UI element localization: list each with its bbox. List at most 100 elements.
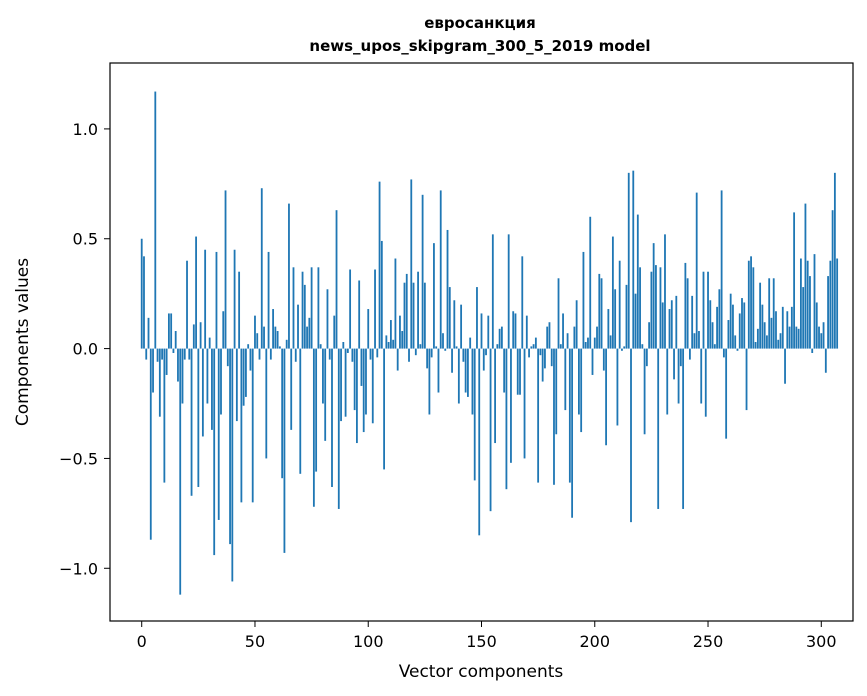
- bar-221: [641, 344, 644, 349]
- bar-274: [761, 304, 764, 349]
- y-tick-label: 0.0: [73, 340, 98, 359]
- bar-98: [362, 348, 365, 433]
- bar-239: [682, 348, 685, 509]
- bar-205: [605, 348, 607, 446]
- bar-13: [170, 313, 173, 349]
- bar-270: [752, 267, 755, 349]
- bar-170: [525, 315, 528, 349]
- bar-260: [729, 293, 732, 349]
- bar-199: [591, 348, 594, 375]
- bar-75: [310, 267, 313, 349]
- bar-155: [491, 234, 494, 349]
- bar-127: [428, 348, 431, 415]
- bar-307: [836, 258, 839, 349]
- bar-68: [294, 348, 297, 362]
- bar-135: [446, 229, 449, 349]
- bar-262: [734, 335, 737, 349]
- bar-289: [795, 326, 798, 349]
- bar-121: [414, 348, 417, 356]
- bar-9: [161, 348, 164, 360]
- bar-30: [208, 337, 211, 349]
- bar-133: [442, 333, 444, 349]
- bar-16: [177, 348, 179, 382]
- bar-306: [833, 172, 836, 349]
- bar-255: [718, 289, 721, 349]
- bar-295: [809, 276, 811, 349]
- bar-178: [544, 348, 546, 369]
- bar-103: [374, 269, 376, 349]
- bar-20: [186, 260, 188, 349]
- bar-259: [727, 320, 730, 349]
- bar-219: [636, 214, 639, 349]
- bar-287: [790, 306, 793, 349]
- bar-298: [815, 302, 818, 349]
- bar-74: [308, 317, 311, 349]
- bar-129: [433, 243, 435, 349]
- bar-110: [389, 320, 392, 349]
- bar-14: [172, 348, 175, 353]
- bar-256: [720, 190, 723, 349]
- bar-209: [614, 289, 617, 349]
- bar-77: [315, 348, 318, 472]
- bar-177: [541, 348, 544, 382]
- bar-29: [206, 348, 209, 404]
- bar-172: [530, 346, 533, 349]
- bar-189: [568, 348, 571, 483]
- bar-237: [677, 348, 680, 404]
- bar-247: [700, 348, 703, 404]
- bar-236: [675, 295, 678, 349]
- bar-26: [199, 322, 202, 349]
- bar-62: [281, 348, 284, 479]
- bar-266: [743, 302, 746, 349]
- bar-23: [192, 324, 195, 349]
- bar-92: [349, 269, 352, 349]
- bar-220: [639, 267, 641, 349]
- bar-156: [494, 348, 496, 444]
- bar-128: [430, 348, 433, 358]
- bar-41: [233, 249, 236, 349]
- bar-32: [213, 348, 216, 556]
- bar-213: [623, 346, 626, 349]
- bar-264: [738, 313, 741, 349]
- bar-263: [736, 348, 739, 351]
- bar-283: [781, 306, 784, 349]
- bar-45: [242, 348, 245, 406]
- bar-21: [188, 348, 191, 360]
- bar-51: [256, 333, 259, 349]
- chart-title-line-2: news_upos_skipgram_300_5_2019 model: [309, 37, 650, 55]
- bar-204: [602, 348, 605, 371]
- bar-181: [550, 348, 553, 367]
- bar-49: [251, 348, 254, 503]
- bar-211: [618, 260, 621, 349]
- bar-174: [534, 337, 537, 349]
- bar-222: [643, 348, 646, 435]
- bar-35: [220, 348, 222, 415]
- bar-118: [408, 348, 410, 362]
- bar-226: [652, 243, 655, 349]
- bar-115: [401, 331, 404, 349]
- bar-187: [564, 348, 567, 411]
- x-axis-ticks: 0 50 100 150 200 250 300: [137, 621, 837, 651]
- bar-277: [768, 278, 771, 349]
- bar-70: [299, 348, 302, 474]
- bar-136: [448, 287, 451, 349]
- bar-232: [666, 348, 669, 415]
- bar-246: [698, 331, 700, 349]
- bar-33: [215, 251, 218, 349]
- bar-52: [258, 348, 261, 360]
- bar-297: [813, 254, 816, 349]
- bar-44: [240, 348, 243, 503]
- bar-154: [489, 348, 492, 512]
- bar-302: [824, 348, 827, 373]
- bar-114: [399, 315, 401, 349]
- bar-235: [673, 348, 675, 380]
- bar-59: [274, 326, 277, 349]
- bar-234: [670, 300, 673, 349]
- bar-194: [580, 348, 583, 433]
- bar-126: [426, 348, 429, 369]
- bar-206: [607, 309, 610, 349]
- bar-208: [611, 236, 614, 349]
- bar-272: [756, 328, 759, 349]
- bar-164: [512, 311, 515, 349]
